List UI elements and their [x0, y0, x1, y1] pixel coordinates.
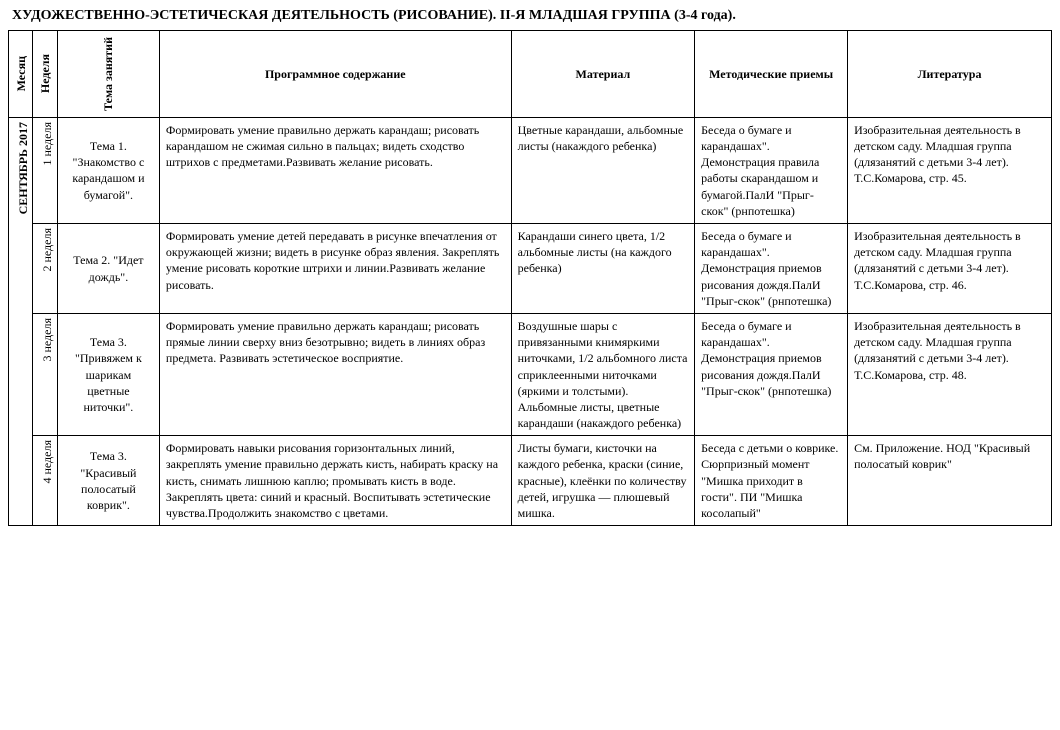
week-cell: 2 неделя [33, 224, 57, 314]
program-cell: Формировать умение правильно держать кар… [159, 313, 511, 435]
methods-cell: Беседа с детьми о коврике. Сюрпризный мо… [695, 436, 848, 526]
col-program: Программное содержание [159, 31, 511, 118]
col-topic: Тема занятий [57, 31, 159, 118]
month-cell: СЕНТЯБРЬ 2017 [9, 117, 33, 525]
week-cell: 3 неделя [33, 313, 57, 435]
topic-cell: Тема 1. "Знакомство с карандашом и бумаг… [57, 117, 159, 223]
methods-cell: Беседа о бумаге и карандашах". Демонстра… [695, 224, 848, 314]
col-month: Месяц [9, 31, 33, 118]
topic-cell: Тема 3. "Красивый полосатый коврик". [57, 436, 159, 526]
literature-cell: См. Приложение. НОД "Красивый полосатый … [848, 436, 1052, 526]
curriculum-table: Месяц Неделя Тема занятий Программное со… [8, 30, 1052, 526]
topic-cell: Тема 2. "Идет дождь". [57, 224, 159, 314]
methods-cell: Беседа о бумаге и карандашах". Демонстра… [695, 313, 848, 435]
col-methods: Методические приемы [695, 31, 848, 118]
table-row: СЕНТЯБРЬ 2017 1 неделя Тема 1. "Знакомст… [9, 117, 1052, 223]
program-cell: Формировать умение правильно держать кар… [159, 117, 511, 223]
table-row: 2 неделя Тема 2. "Идет дождь". Формирова… [9, 224, 1052, 314]
col-material: Материал [511, 31, 695, 118]
material-cell: Листы бумаги, кисточки на каждого ребенк… [511, 436, 695, 526]
table-header-row: Месяц Неделя Тема занятий Программное со… [9, 31, 1052, 118]
literature-cell: Изобразительная деятельность в детском с… [848, 224, 1052, 314]
col-literature: Литература [848, 31, 1052, 118]
page-title: ХУДОЖЕСТВЕННО-ЭСТЕТИЧЕСКАЯ ДЕЯТЕЛЬНОСТЬ … [12, 8, 1052, 24]
table-row: 3 неделя Тема 3. "Привяжем к шарикам цве… [9, 313, 1052, 435]
material-cell: Карандаши синего цвета, 1/2 альбомные ли… [511, 224, 695, 314]
table-row: 4 неделя Тема 3. "Красивый полосатый ков… [9, 436, 1052, 526]
material-cell: Воздушные шары с привязанными книмяркими… [511, 313, 695, 435]
literature-cell: Изобразительная деятельность в детском с… [848, 117, 1052, 223]
material-cell: Цветные карандаши, альбомные листы (нака… [511, 117, 695, 223]
methods-cell: Беседа о бумаге и карандашах". Демонстра… [695, 117, 848, 223]
week-cell: 4 неделя [33, 436, 57, 526]
topic-cell: Тема 3. "Привяжем к шарикам цветные нито… [57, 313, 159, 435]
literature-cell: Изобразительная деятельность в детском с… [848, 313, 1052, 435]
program-cell: Формировать навыки рисования горизонталь… [159, 436, 511, 526]
col-week: Неделя [33, 31, 57, 118]
week-cell: 1 неделя [33, 117, 57, 223]
program-cell: Формировать умение детей передавать в ри… [159, 224, 511, 314]
